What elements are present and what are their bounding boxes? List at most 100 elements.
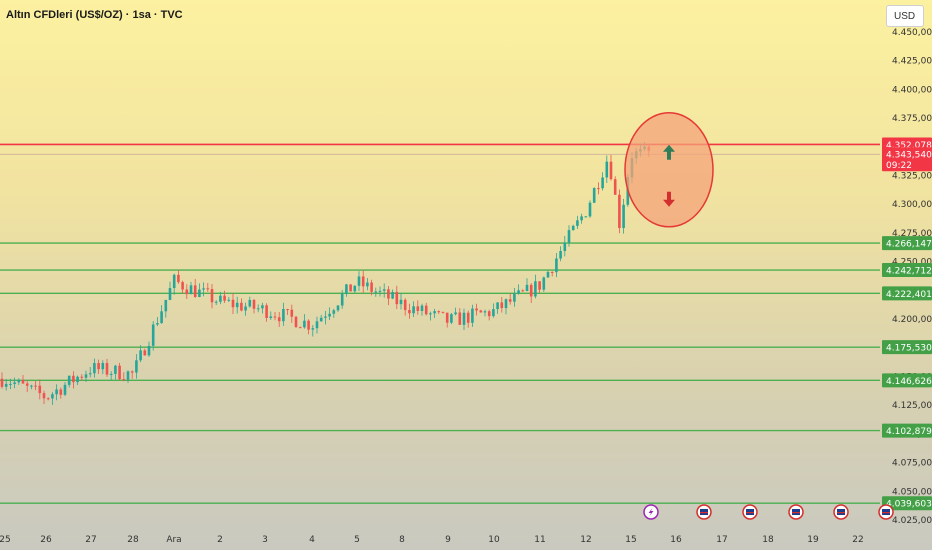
- candle-body: [336, 305, 340, 311]
- candle-body: [311, 328, 315, 330]
- candle-body: [105, 362, 109, 375]
- candle-body: [349, 284, 352, 292]
- candle-body: [466, 312, 470, 323]
- y-axis-tick-label: 4.075,000: [892, 459, 932, 469]
- x-axis-tick-label: 28: [127, 535, 139, 545]
- candle-body: [193, 285, 197, 297]
- candle-body: [88, 373, 92, 375]
- candle-body: [576, 220, 579, 226]
- currency-button[interactable]: USD: [886, 5, 924, 27]
- candle-body: [63, 384, 67, 395]
- x-axis-tick-label: 18: [762, 535, 774, 545]
- price-line-label: 4.242,712: [886, 267, 932, 277]
- candle-body: [332, 310, 336, 314]
- flag-stripe-icon: [746, 512, 754, 514]
- candle-body: [206, 288, 210, 290]
- candle-body: [55, 389, 58, 395]
- candle-body: [563, 242, 567, 252]
- candle-body: [559, 251, 562, 259]
- candle-body: [479, 310, 483, 313]
- candle-body: [361, 276, 365, 287]
- candle-body: [500, 302, 504, 309]
- candle-body: [42, 393, 46, 399]
- candle-body: [454, 312, 457, 315]
- candle-body: [235, 302, 239, 308]
- candle-body: [97, 363, 100, 370]
- candle-body: [513, 293, 516, 302]
- x-axis-tick-label: 10: [488, 535, 500, 545]
- candle-body: [244, 306, 247, 311]
- x-axis-tick-label: Ara: [166, 535, 181, 545]
- candle-body: [374, 291, 378, 293]
- candle-body: [172, 274, 176, 289]
- candle-body: [546, 271, 550, 278]
- candle-body: [160, 311, 163, 324]
- candle-body: [521, 290, 525, 292]
- x-axis-tick-label: 16: [670, 535, 682, 545]
- candle-body: [605, 161, 609, 178]
- candle-body: [504, 299, 508, 309]
- candle-body: [227, 299, 231, 301]
- highlight-circle: [624, 112, 714, 228]
- candle-body: [580, 216, 583, 221]
- y-axis-tick-label: 4.025,000: [892, 516, 932, 526]
- candle-body: [328, 313, 331, 317]
- candle-body: [130, 371, 134, 373]
- candle-body: [483, 311, 487, 313]
- candle-body: [357, 276, 361, 286]
- x-axis-tick-label: 2: [217, 535, 223, 545]
- candle-body: [240, 302, 243, 311]
- candle-body: [324, 316, 327, 318]
- price-label-badge: [882, 340, 932, 355]
- candle-body: [189, 285, 193, 295]
- x-axis-tick-label: 8: [399, 535, 405, 545]
- candle-body: [601, 177, 604, 189]
- x-axis-tick-label: 3: [262, 535, 268, 545]
- candle-body: [30, 385, 33, 387]
- candle-body: [181, 282, 184, 290]
- candle-body: [538, 281, 541, 290]
- candle-body: [219, 295, 222, 302]
- candle-body: [34, 385, 37, 387]
- x-axis-tick-label: 19: [807, 535, 819, 545]
- candle-body: [550, 271, 554, 273]
- candle-body: [76, 376, 79, 383]
- x-axis-tick-label: 22: [852, 535, 863, 545]
- countdown-label: 09:22: [886, 161, 912, 171]
- candle-body: [618, 194, 621, 229]
- price-line-label: 4.039,603: [886, 500, 932, 510]
- candle-body: [408, 310, 411, 314]
- price-line-label: 4.352,078: [886, 141, 932, 151]
- candle-body: [126, 371, 130, 380]
- candle-body: [525, 284, 529, 291]
- candle-body: [445, 312, 449, 323]
- candle-body: [80, 376, 84, 378]
- candle-body: [25, 383, 29, 386]
- candle-body: [139, 350, 142, 361]
- candle-body: [294, 316, 298, 328]
- candle-body: [492, 309, 495, 317]
- price-line-label: 4.102,879: [886, 427, 932, 437]
- candle-body: [210, 289, 214, 303]
- candle-body: [387, 289, 390, 299]
- candle-body: [597, 188, 600, 190]
- candle-body: [93, 363, 96, 374]
- up-arrow-icon: [663, 144, 675, 160]
- candle-body: [265, 305, 268, 319]
- flag-stripe-icon: [700, 512, 708, 514]
- candle-body: [391, 291, 394, 299]
- candle-body: [534, 281, 537, 297]
- x-axis-tick-label: 26: [40, 535, 52, 545]
- candle-body: [59, 389, 63, 395]
- candle-body: [609, 161, 613, 180]
- candle-body: [319, 317, 323, 322]
- candle-body: [412, 306, 415, 314]
- candle-body: [462, 312, 466, 325]
- candle-body: [416, 306, 420, 311]
- candle-body: [592, 188, 596, 203]
- candle-body: [51, 394, 54, 399]
- candle-body: [382, 289, 386, 291]
- candle-body: [168, 288, 172, 300]
